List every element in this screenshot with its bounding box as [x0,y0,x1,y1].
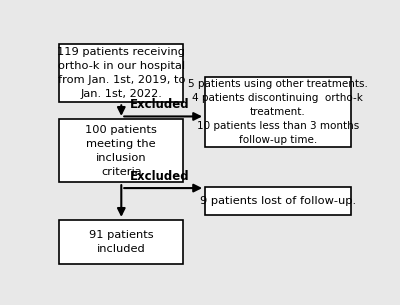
Text: 9 patients lost of follow-up.: 9 patients lost of follow-up. [200,196,356,206]
FancyBboxPatch shape [59,44,183,102]
Text: 91 patients
included: 91 patients included [89,230,154,254]
Text: Excluded: Excluded [130,98,190,111]
FancyBboxPatch shape [205,77,351,147]
Text: 5 patients using other treatments.
4 patients discontinuing  ortho-k
treatment.
: 5 patients using other treatments. 4 pat… [188,79,368,145]
FancyBboxPatch shape [59,119,183,182]
FancyBboxPatch shape [59,220,183,264]
Text: 119 patients receiving
ortho-k in our hospital
from Jan. 1st, 2019, to
Jan. 1st,: 119 patients receiving ortho-k in our ho… [57,47,185,99]
FancyBboxPatch shape [205,187,351,215]
Text: 100 patients
meeting the
inclusion
criteria: 100 patients meeting the inclusion crite… [85,124,157,177]
Text: Excluded: Excluded [130,170,190,183]
